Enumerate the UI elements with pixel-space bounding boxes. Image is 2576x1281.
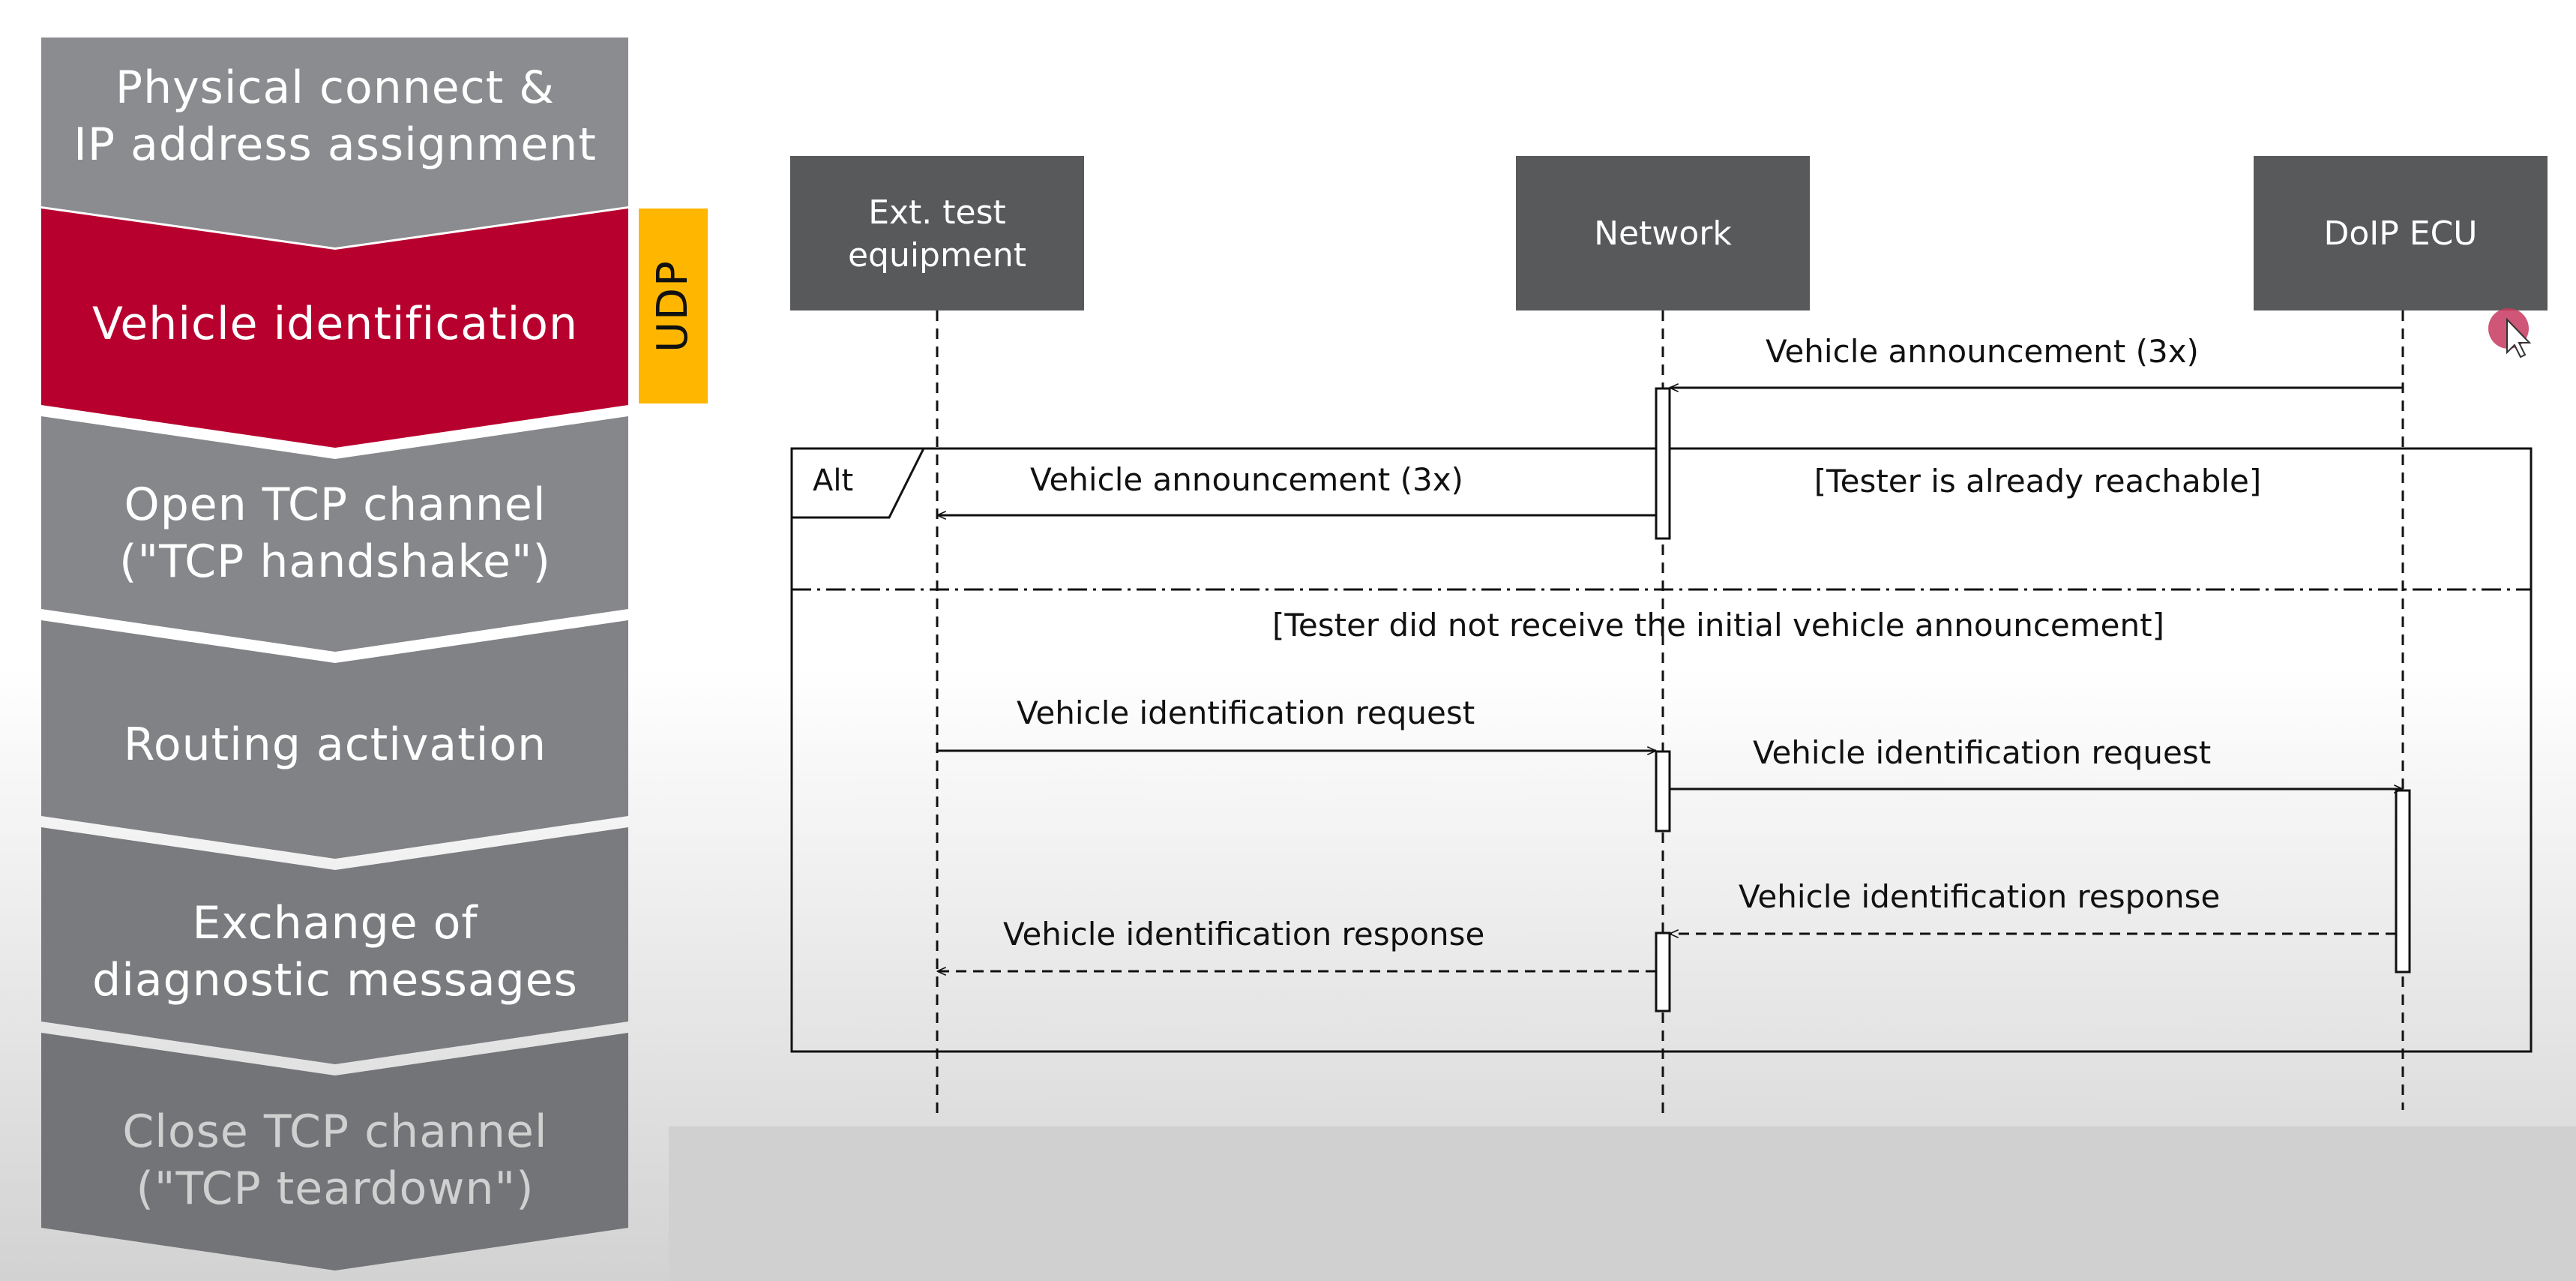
actor-label: Network	[1594, 214, 1732, 253]
message: Vehicle identification request	[937, 694, 1656, 751]
process-step[interactable]: Close TCP channel ("TCP teardown")	[41, 1033, 628, 1270]
process-step[interactable]: Physical connect & IP address assignment	[41, 38, 628, 248]
actors: Ext. test equipment Network DoIP ECU	[790, 156, 2548, 310]
step-shape	[41, 827, 628, 1064]
message: Vehicle identification response	[937, 916, 1656, 971]
step-label: diagnostic messages	[92, 954, 578, 1006]
activation-bar	[2395, 789, 2411, 974]
step-label: ("TCP handshake")	[119, 536, 551, 588]
actor-doip-ecu: DoIP ECU	[2254, 156, 2548, 310]
alt-label-tab	[792, 448, 925, 519]
actor-ext-test-equipment: Ext. test equipment	[790, 156, 1084, 310]
process-step[interactable]: Routing activation	[41, 620, 628, 859]
alt-condition: [Tester did not receive the initial vehi…	[1272, 607, 2164, 644]
step-label: Open TCP channel	[124, 478, 546, 531]
step-shape	[41, 208, 628, 448]
messages: Vehicle announcement (3x) Vehicle announ…	[937, 333, 2403, 971]
step-label: Close TCP channel	[122, 1106, 547, 1158]
message-label: Vehicle identification request	[1017, 694, 1475, 731]
alt-condition: [Tester is already reachable]	[1814, 463, 2262, 500]
step-label: Exchange of	[192, 897, 478, 950]
activation-bar	[1655, 750, 1671, 832]
process-step[interactable]: Vehicle identification	[41, 208, 628, 448]
message-label: Vehicle identification response	[1739, 878, 2220, 915]
message: Vehicle identification request	[1670, 734, 2403, 789]
actor-label: Ext. test	[868, 194, 1006, 232]
alt-label: Alt	[813, 464, 853, 498]
background-panel	[669, 1126, 2576, 1281]
message: Vehicle identification response	[1670, 878, 2396, 934]
activation-bar	[1655, 932, 1671, 1012]
activations	[1655, 387, 2411, 1012]
process-step[interactable]: Open TCP channel ("TCP handshake")	[41, 416, 628, 652]
udp-label: UDP	[648, 260, 697, 352]
message: Vehicle announcement (3x)	[937, 461, 1656, 515]
actor-label: equipment	[848, 236, 1026, 274]
step-shape	[41, 38, 628, 248]
step-label: Physical connect &	[115, 62, 555, 114]
step-shape	[41, 416, 628, 652]
activation-bar	[1655, 387, 1671, 540]
message-label: Vehicle announcement (3x)	[1766, 333, 2199, 370]
actor-network: Network	[1516, 156, 1810, 310]
process-step[interactable]: Exchange of diagnostic messages	[41, 827, 628, 1064]
message-label: Vehicle identification request	[1753, 734, 2211, 771]
message: Vehicle announcement (3x)	[1670, 333, 2403, 388]
udp-tag: UDP	[639, 208, 708, 404]
process-steps: Physical connect & IP address assignment…	[41, 38, 628, 1270]
cursor-icon	[2488, 308, 2532, 358]
step-label: Vehicle identification	[92, 298, 578, 350]
step-label: Routing activation	[124, 718, 547, 771]
step-label: ("TCP teardown")	[136, 1162, 534, 1215]
step-shape	[41, 620, 628, 859]
step-shape	[41, 1033, 628, 1270]
actor-label: DoIP ECU	[2323, 214, 2477, 253]
message-label: Vehicle announcement (3x)	[1030, 461, 1463, 498]
step-label: IP address assignment	[73, 118, 597, 171]
message-label: Vehicle identification response	[1003, 916, 1484, 952]
